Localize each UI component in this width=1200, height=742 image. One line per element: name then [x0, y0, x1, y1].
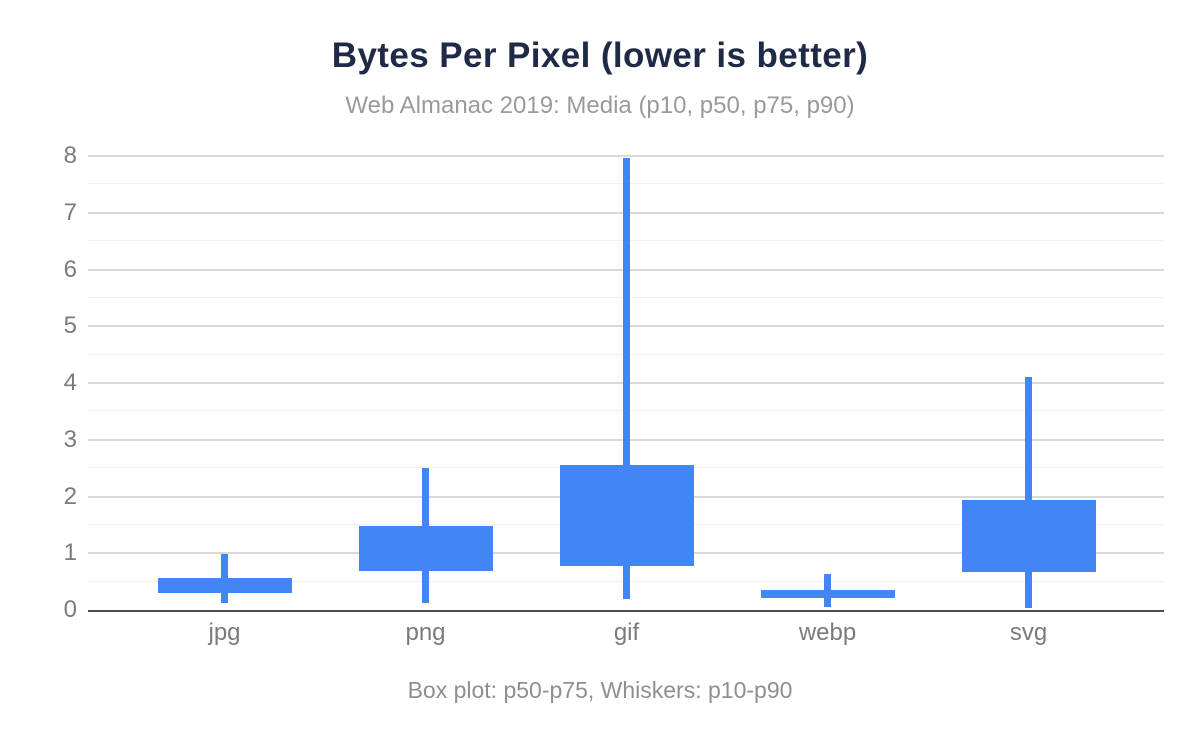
boxplot-slot-svg	[928, 156, 1129, 610]
boxplot-slot-png	[325, 156, 526, 610]
y-tick-label: 2	[63, 482, 77, 510]
y-tick-label: 3	[63, 425, 77, 453]
boxplot-slot-jpg	[124, 156, 325, 610]
box-webp	[760, 589, 895, 598]
x-tick-label-png: png	[405, 619, 446, 646]
major-gridline	[88, 155, 1164, 157]
x-tick-label-gif: gif	[613, 619, 640, 646]
box-gif	[559, 465, 694, 567]
box-png	[358, 526, 493, 572]
y-axis-labels: 0 1 2 3 4 5 6 7 8	[0, 0, 77, 742]
x-tick-label-webp: webp	[798, 619, 857, 646]
plot-area	[88, 155, 1164, 612]
y-tick-label: 6	[63, 255, 77, 283]
x-tick-label-svg: svg	[1009, 619, 1048, 646]
y-tick-label: 5	[63, 312, 77, 340]
boxplot-slot-gif	[526, 156, 727, 610]
boxplot-band	[124, 156, 1129, 610]
y-tick-label: 8	[63, 142, 77, 169]
y-tick-label: 1	[63, 539, 77, 567]
y-tick-label: 0	[63, 596, 77, 623]
x-axis-labels: jpg png gif webp svg	[124, 619, 1129, 647]
chart-title: Bytes Per Pixel (lower is better)	[331, 36, 869, 75]
chart-subtitle: Web Almanac 2019: Media (p10, p50, p75, …	[345, 92, 855, 119]
y-tick-label: 7	[63, 198, 77, 226]
whisker-gif	[623, 157, 630, 599]
x-tick-label-jpg: jpg	[208, 619, 241, 646]
box-jpg	[157, 578, 292, 593]
chart-footnote: Box plot: p50-p75, Whiskers: p10-p90	[407, 677, 793, 703]
whisker-svg	[1025, 377, 1032, 608]
boxplot-slot-webp	[727, 156, 928, 610]
box-svg	[961, 499, 1096, 572]
y-tick-label: 4	[63, 369, 77, 396]
